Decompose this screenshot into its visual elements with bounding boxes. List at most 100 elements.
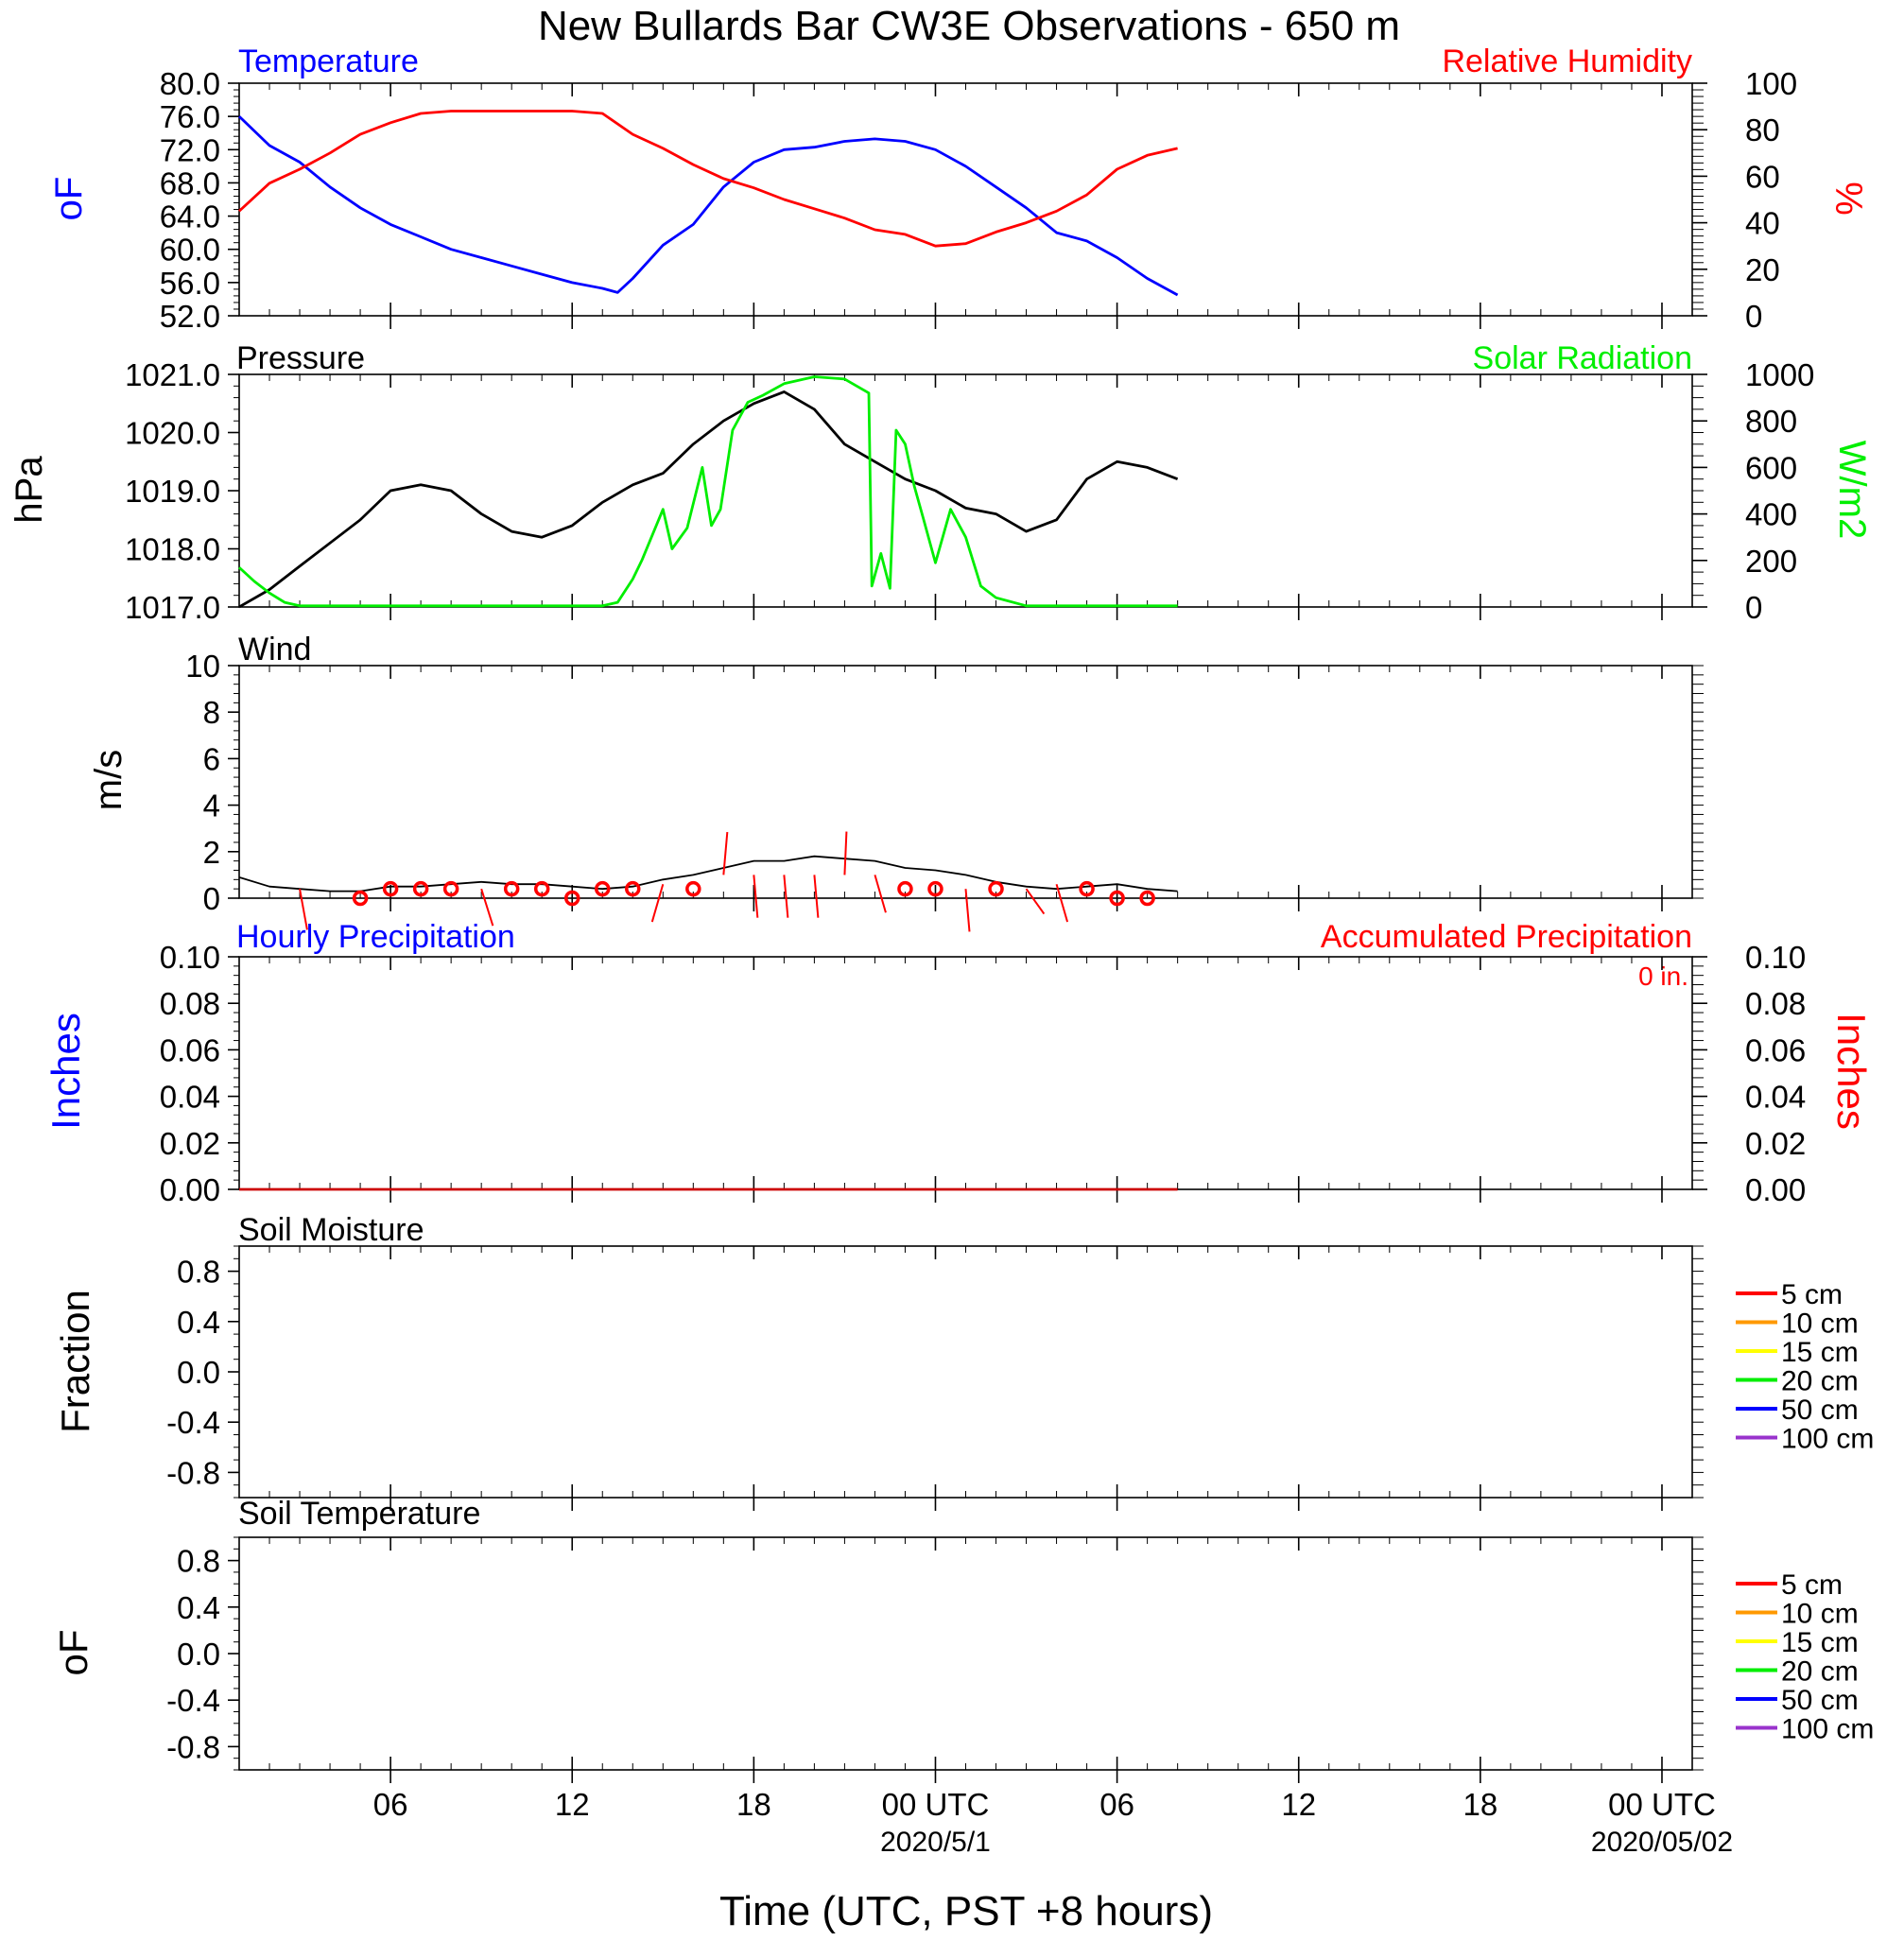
wind-calm-marker [503, 880, 520, 897]
y-tick-label: 0.8 [177, 1544, 220, 1579]
legend-label: 10 cm [1781, 1599, 1859, 1630]
wind-barb [783, 875, 789, 918]
wind-barb [1055, 883, 1069, 923]
plot-frame [238, 1245, 1693, 1499]
temperature-humidity-panel: Temperature Relative Humidity oF % [48, 43, 1869, 220]
temperature-title: Temperature [238, 43, 419, 79]
hourly-precip-ylabel: Inches [43, 1013, 88, 1130]
wind-calm-marker [1139, 890, 1155, 907]
y-right-tick-label: 100 [1745, 66, 1797, 101]
wind-barb [650, 883, 665, 923]
legend-label: 20 cm [1781, 1656, 1859, 1688]
soil-temperature-title: Soil Temperature [238, 1496, 480, 1532]
y-tick-label: 0.02 [160, 1126, 220, 1161]
wind-barb [480, 888, 494, 927]
wind-barb [874, 875, 887, 913]
legend-label: 100 cm [1781, 1714, 1874, 1745]
y-tick-label: 0 [203, 881, 220, 916]
y-tick-label: 0.4 [177, 1305, 220, 1340]
legend-label: 50 cm [1781, 1685, 1859, 1716]
y-right-tick-label: 0 [1745, 590, 1762, 625]
series-line-temperature [238, 115, 1179, 297]
series-line-wind [238, 855, 1178, 893]
wind-panel: Wind m/s [88, 632, 311, 810]
y-tick-label: 10 [185, 649, 220, 684]
x-tick-label: 06 [373, 1787, 408, 1822]
y-right-tick-label: 0.04 [1745, 1080, 1806, 1115]
x-date-label: 2020/5/1 [880, 1827, 991, 1858]
legend-label: 10 cm [1781, 1308, 1859, 1340]
y-tick-label: 1019.0 [125, 474, 220, 509]
wind-calm-marker [988, 880, 1004, 897]
wind-barb [299, 888, 308, 930]
wind-barb [843, 831, 848, 875]
solar-ylabel: W/m2 [1831, 441, 1873, 539]
y-tick-label: 56.0 [160, 266, 220, 301]
wind-calm-marker [685, 880, 701, 897]
y-tick-label: 68.0 [160, 165, 220, 200]
legend-label: 100 cm [1781, 1424, 1874, 1455]
wind-calm-marker [442, 880, 459, 897]
pressure-title: Pressure [236, 340, 365, 376]
accum-precip-total: 0 in. [1638, 962, 1688, 991]
y-tick-label: 80.0 [160, 66, 220, 101]
x-tick-label: 12 [555, 1787, 590, 1822]
y-right-tick-label: 800 [1745, 404, 1797, 439]
y-right-tick-label: 0.02 [1745, 1126, 1806, 1161]
solar-title: Solar Radiation [1473, 340, 1692, 376]
y-tick-label: 4 [203, 789, 220, 823]
y-tick-label: 0.0 [177, 1355, 220, 1390]
y-right-tick-label: 400 [1745, 497, 1797, 532]
x-date-label: 2020/05/02 [1591, 1827, 1733, 1858]
y-right-tick-label: 600 [1745, 450, 1797, 485]
wind-barb [753, 875, 759, 918]
series-line-solar-radiation [238, 375, 1178, 608]
wind-ylabel: m/s [88, 750, 130, 810]
y-tick-label: -0.4 [166, 1683, 220, 1718]
x-tick-label: 00 UTC [1608, 1787, 1716, 1822]
series-line-pressure [238, 390, 1179, 609]
y-right-tick-label: 1000 [1745, 357, 1814, 392]
y-tick-label: 0.06 [160, 1032, 220, 1067]
plot-frame [238, 373, 1693, 608]
pressure-ylabel: hPa [9, 456, 50, 524]
x-tick-label: 18 [1463, 1787, 1497, 1822]
wind-barb [722, 832, 729, 875]
accum-precip-ylabel: Inches [1829, 1013, 1874, 1130]
accum-precip-title: Accumulated Precipitation [1321, 919, 1692, 955]
wind-calm-marker [595, 880, 611, 897]
y-tick-label: 72.0 [160, 132, 220, 167]
wind-calm-marker [897, 880, 913, 897]
y-tick-label: 0.10 [160, 940, 220, 975]
legend-label: 50 cm [1781, 1395, 1859, 1426]
y-tick-label: 2 [203, 835, 220, 870]
y-right-tick-label: 20 [1745, 252, 1780, 287]
y-tick-label: 6 [203, 741, 220, 776]
y-tick-label: 0.04 [160, 1080, 220, 1115]
y-tick-label: 76.0 [160, 99, 220, 134]
x-tick-label: 00 UTC [882, 1787, 990, 1822]
legend-label: 20 cm [1781, 1366, 1859, 1397]
y-right-tick-label: 0.10 [1745, 940, 1806, 975]
y-tick-label: 0.0 [177, 1637, 220, 1672]
y-tick-label: 1018.0 [125, 532, 220, 567]
plot-frame [238, 82, 1693, 317]
y-tick-label: 0.08 [160, 986, 220, 1021]
soil-moisture-ylabel: Fraction [53, 1290, 97, 1433]
soil-moisture-panel: Soil Moisture Fraction [53, 1212, 424, 1433]
wind-calm-marker [412, 880, 429, 897]
wind-title: Wind [238, 632, 311, 667]
wind-calm-marker [352, 890, 369, 907]
panel-precipitation: 0.10 0.08 0.06 0.04 0.02 0.00 0.10 0.08 0.06 0.04… [160, 940, 1806, 1207]
legend-label: 5 cm [1781, 1279, 1843, 1310]
soil-temperature-panel: Soil Temperature oF [51, 1496, 480, 1676]
y-right-tick-label: 0 [1745, 299, 1762, 334]
y-tick-label: -0.8 [166, 1455, 220, 1490]
soil-moisture-title: Soil Moisture [238, 1212, 424, 1248]
soil-temperature-ylabel: oF [51, 1629, 95, 1675]
y-tick-label: 1017.0 [125, 590, 220, 625]
y-right-tick-label: 0.06 [1745, 1032, 1806, 1067]
